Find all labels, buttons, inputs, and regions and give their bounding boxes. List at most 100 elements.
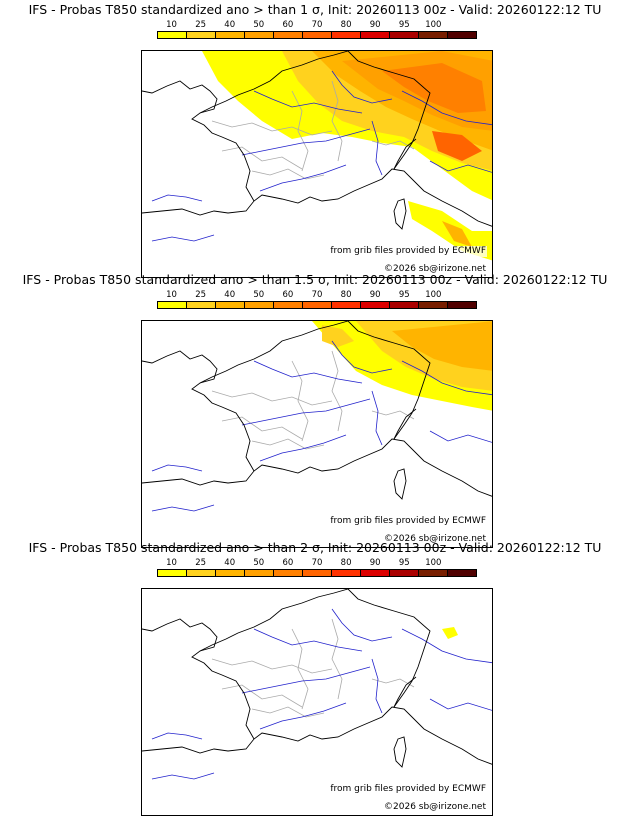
- colorbar-segment: [419, 570, 448, 576]
- colorbar-segment: [390, 302, 419, 308]
- source-credit: from grib files provided by ECMWF: [329, 246, 487, 257]
- river: [151, 194, 203, 202]
- colorbar-segment: [187, 32, 216, 38]
- copyright-credit: ©2026 sb@irizone.net: [383, 802, 487, 813]
- colorbar-tick-label: 90: [369, 558, 381, 568]
- map-panel-3: IFS - Probas T850 standardized ano > tha…: [0, 540, 630, 816]
- colorbar-tick-label: 80: [340, 290, 352, 300]
- colorbar-segment: [303, 32, 332, 38]
- colorbar-segment: [361, 32, 390, 38]
- colorbar-tick-label: 100: [425, 558, 442, 568]
- country-border: [199, 321, 431, 440]
- colorbar-segment: [448, 302, 476, 308]
- region-border: [221, 684, 303, 708]
- river: [253, 628, 363, 652]
- river: [331, 340, 393, 374]
- colorbar-segment: [419, 302, 448, 308]
- colorbar-segment: [216, 302, 245, 308]
- colorbar-segment: [245, 302, 274, 308]
- colorbar-tick-label: 60: [282, 290, 294, 300]
- colorbar-tick-label: 60: [282, 558, 294, 568]
- probability-map: from grib files provided by ECMWF ©2026 …: [141, 50, 493, 278]
- colorbar-tick-label: 80: [340, 558, 352, 568]
- colorbar-segment: [274, 32, 303, 38]
- colorbar-segment: [245, 570, 274, 576]
- colorbar-ticks: 10 25 40 50 60 70 80 90 95 100: [157, 290, 477, 301]
- region-border: [331, 80, 343, 162]
- colorbar-segment: [390, 32, 419, 38]
- colorbar-tick-label: 70: [311, 20, 323, 30]
- region-border: [251, 706, 325, 718]
- colorbar-ticks: 10 25 40 50 60 70 80 90 95 100: [157, 558, 477, 569]
- colorbar-tick-label: 40: [224, 290, 236, 300]
- map-panel-1: IFS - Probas T850 standardized ano > tha…: [0, 2, 630, 278]
- region-border: [221, 146, 303, 170]
- colorbar-tick-label: 95: [398, 290, 410, 300]
- colorbar-segment: [158, 32, 187, 38]
- region-border: [291, 360, 309, 442]
- region-border: [211, 658, 333, 674]
- colorbar-tick-label: 50: [253, 558, 265, 568]
- river: [151, 772, 215, 780]
- colorbar-tick-label: 10: [166, 20, 177, 30]
- river: [259, 164, 347, 192]
- country-border: [199, 51, 431, 170]
- river: [401, 90, 492, 126]
- source-credit: from grib files provided by ECMWF: [329, 784, 487, 795]
- river: [253, 360, 363, 384]
- colorbar-tick-label: 25: [195, 558, 207, 568]
- colorbar-tick-label: 70: [311, 558, 323, 568]
- river: [371, 658, 383, 714]
- map-drawing: [142, 51, 492, 261]
- river: [331, 608, 393, 642]
- source-credit: from grib files provided by ECMWF: [329, 516, 487, 527]
- colorbar-ticks: 10 25 40 50 60 70 80 90 95 100: [157, 20, 477, 31]
- country-border: [199, 589, 431, 708]
- colorbar-segment: [158, 570, 187, 576]
- map-drawing: [142, 589, 492, 780]
- colorbar-segment: [274, 570, 303, 576]
- river: [259, 434, 347, 462]
- probability-map: from grib files provided by ECMWF ©2026 …: [141, 320, 493, 548]
- probability-area: [382, 63, 486, 113]
- colorbar-segment: [361, 302, 390, 308]
- region-border: [291, 90, 309, 172]
- colorbar-segment: [245, 32, 274, 38]
- colorbar-segment: [448, 570, 476, 576]
- colorbar-tick-label: 40: [224, 20, 236, 30]
- coastline: [142, 350, 492, 497]
- river: [253, 90, 363, 114]
- colorbar: [157, 31, 477, 39]
- region-border: [291, 628, 309, 710]
- river: [331, 70, 393, 104]
- river: [401, 628, 492, 664]
- corsica-coast: [393, 468, 407, 500]
- river: [429, 160, 492, 173]
- region-border: [211, 390, 333, 406]
- colorbar: [157, 301, 477, 309]
- region-border: [251, 168, 325, 180]
- probability-area: [432, 131, 482, 161]
- colorbar-segment: [332, 302, 361, 308]
- colorbar-segment: [216, 32, 245, 38]
- colorbar-segment: [303, 302, 332, 308]
- colorbar-segment: [419, 32, 448, 38]
- colorbar-segment: [390, 570, 419, 576]
- river: [371, 390, 383, 446]
- river: [151, 464, 203, 472]
- river: [429, 698, 492, 711]
- colorbar-segment: [158, 302, 187, 308]
- map-drawing: [142, 321, 492, 512]
- colorbar-segment: [274, 302, 303, 308]
- river: [241, 666, 371, 694]
- region-border: [251, 438, 325, 450]
- coastline: [142, 618, 492, 765]
- colorbar-segment: [361, 570, 390, 576]
- colorbar: [157, 569, 477, 577]
- probability-area: [392, 321, 492, 371]
- colorbar-tick-label: 25: [195, 290, 207, 300]
- river: [241, 398, 371, 426]
- region-border: [221, 416, 303, 440]
- colorbar-tick-label: 10: [166, 558, 177, 568]
- colorbar-tick-label: 60: [282, 20, 294, 30]
